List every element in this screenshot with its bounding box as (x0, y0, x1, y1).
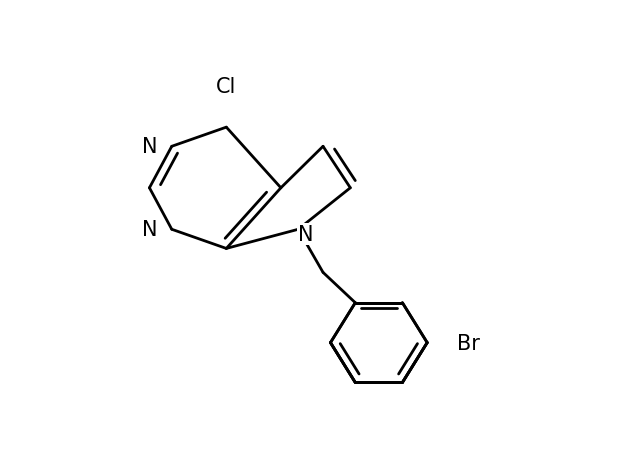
Text: Cl: Cl (216, 76, 237, 96)
Text: N: N (141, 137, 157, 157)
Text: Br: Br (457, 333, 480, 353)
Text: N: N (298, 225, 314, 244)
Text: N: N (141, 220, 157, 240)
